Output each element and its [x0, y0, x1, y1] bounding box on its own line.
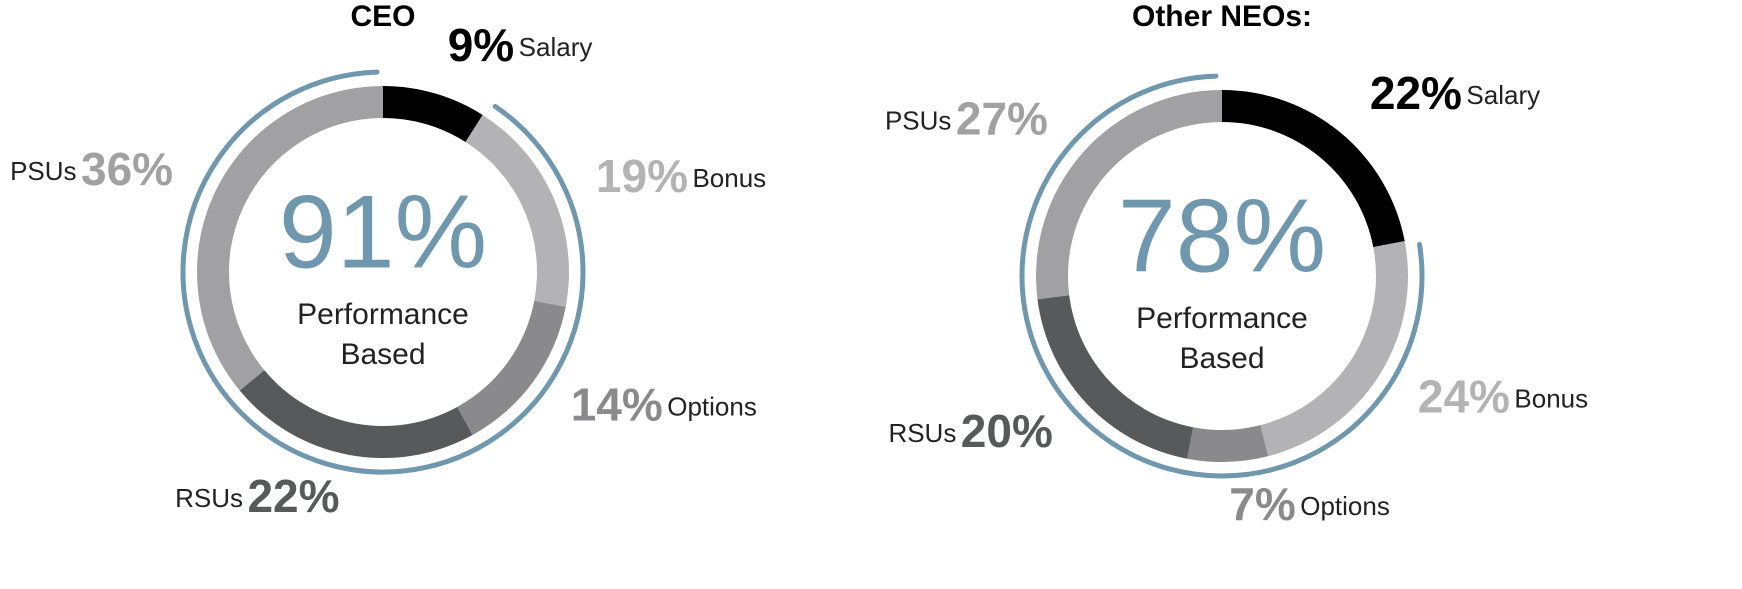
slice-name: RSUs: [888, 418, 956, 448]
performance-arc: [1019, 73, 1425, 479]
center-caption: Performance Based: [1136, 302, 1308, 375]
slice-label: 24% Bonus: [1418, 370, 1588, 422]
slice-name: Options: [1300, 491, 1390, 521]
center-value: 78%: [1118, 178, 1326, 294]
slice-value: 9%: [448, 19, 514, 71]
slice-value: 36%: [81, 143, 173, 195]
chart-title: CEO: [350, 0, 415, 33]
slice-name: RSUs: [175, 483, 243, 513]
slice-label: PSUs 36%: [10, 143, 173, 195]
donut-slice: [1036, 90, 1222, 300]
donut-slice: [383, 86, 483, 142]
slice-name: Bonus: [1514, 383, 1588, 413]
slice-name: Bonus: [692, 163, 766, 193]
donut-slice: [457, 300, 566, 435]
slice-label: 22% Salary: [1370, 67, 1540, 119]
caption-line: Based: [1179, 342, 1264, 375]
donut-slice: [1222, 90, 1405, 248]
chart-title: Other NEOs:: [1132, 0, 1312, 33]
center-caption: Performance Based: [297, 298, 469, 371]
donut-slice: [196, 86, 383, 391]
slice-value: 14%: [571, 379, 663, 431]
slice-name: Salary: [519, 32, 593, 62]
center-value: 91%: [279, 174, 487, 290]
slice-name: Options: [667, 391, 757, 421]
slice-label: 7% Options: [1229, 478, 1390, 530]
slice-name: PSUs: [10, 156, 76, 186]
slice-value: 22%: [1370, 67, 1462, 119]
donut-slice: [1260, 241, 1408, 457]
slice-label: RSUs 22%: [175, 470, 339, 522]
slice-label: 14% Options: [571, 379, 757, 431]
donut-slice: [239, 370, 473, 458]
donut-slice: [1037, 295, 1194, 459]
caption-line: Based: [340, 338, 425, 371]
slice-value: 20%: [961, 405, 1053, 457]
slice-name: PSUs: [885, 105, 951, 135]
caption-line: Performance: [1136, 302, 1308, 335]
donut-slice: [465, 114, 570, 307]
caption-line: Performance: [297, 298, 469, 331]
performance-arc: [180, 69, 586, 475]
slice-value: 27%: [956, 93, 1048, 145]
slice-label: 9% Salary: [448, 19, 593, 71]
slice-value: 7%: [1229, 478, 1295, 530]
slice-value: 19%: [596, 150, 688, 202]
slice-name: Salary: [1466, 80, 1540, 110]
slice-label: RSUs 20%: [888, 405, 1052, 457]
slice-label: PSUs 27%: [885, 93, 1048, 145]
slice-value: 22%: [247, 470, 339, 522]
slice-label: 19% Bonus: [596, 150, 766, 202]
slice-value: 24%: [1418, 370, 1510, 422]
donut-slice: [1187, 425, 1269, 462]
